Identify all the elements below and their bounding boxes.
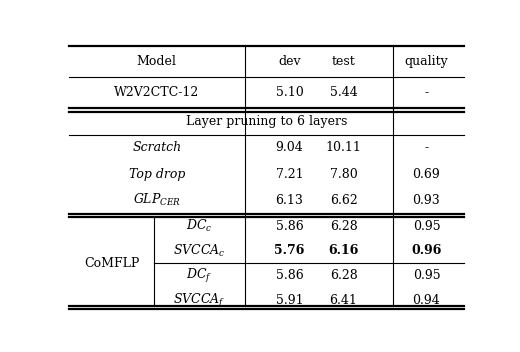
Text: quality: quality [405, 55, 448, 68]
Text: 6.41: 6.41 [330, 294, 357, 307]
Text: 7.80: 7.80 [330, 168, 357, 181]
Text: 5.44: 5.44 [330, 86, 357, 99]
Text: 6.62: 6.62 [330, 194, 357, 207]
Text: $DC_c$: $DC_c$ [186, 218, 213, 234]
Text: 6.16: 6.16 [328, 245, 359, 257]
Text: 5.10: 5.10 [276, 86, 303, 99]
Text: $DC_f$: $DC_f$ [186, 267, 213, 285]
Text: Scratch: Scratch [132, 141, 181, 154]
Text: 10.11: 10.11 [326, 141, 361, 154]
Text: 0.93: 0.93 [412, 194, 440, 207]
Text: W2V2CTC-12: W2V2CTC-12 [114, 86, 199, 99]
Text: $SVCCA_c$: $SVCCA_c$ [173, 243, 226, 259]
Text: 9.04: 9.04 [276, 141, 303, 154]
Text: Model: Model [137, 55, 177, 68]
Text: -: - [424, 86, 428, 99]
Text: 0.94: 0.94 [412, 294, 440, 307]
Text: 6.28: 6.28 [330, 220, 357, 233]
Text: 6.28: 6.28 [330, 270, 357, 282]
Text: Layer pruning to 6 layers: Layer pruning to 6 layers [186, 115, 347, 128]
Text: 0.96: 0.96 [411, 245, 441, 257]
Text: 6.13: 6.13 [276, 194, 303, 207]
Text: 5.86: 5.86 [276, 270, 303, 282]
Text: 5.91: 5.91 [276, 294, 303, 307]
Text: 5.86: 5.86 [276, 220, 303, 233]
Text: CoMFLP: CoMFLP [84, 257, 139, 270]
Text: dev: dev [278, 55, 301, 68]
Text: test: test [332, 55, 355, 68]
Text: $SVCCA_f$: $SVCCA_f$ [173, 292, 226, 310]
Text: $GLP_{CER}$: $GLP_{CER}$ [133, 192, 181, 208]
Text: 5.76: 5.76 [274, 245, 305, 257]
Text: 7.21: 7.21 [276, 168, 303, 181]
Text: 0.69: 0.69 [412, 168, 440, 181]
Text: 0.95: 0.95 [413, 270, 440, 282]
Text: -: - [424, 141, 428, 154]
Text: Top drop: Top drop [128, 168, 185, 181]
Text: 0.95: 0.95 [413, 220, 440, 233]
